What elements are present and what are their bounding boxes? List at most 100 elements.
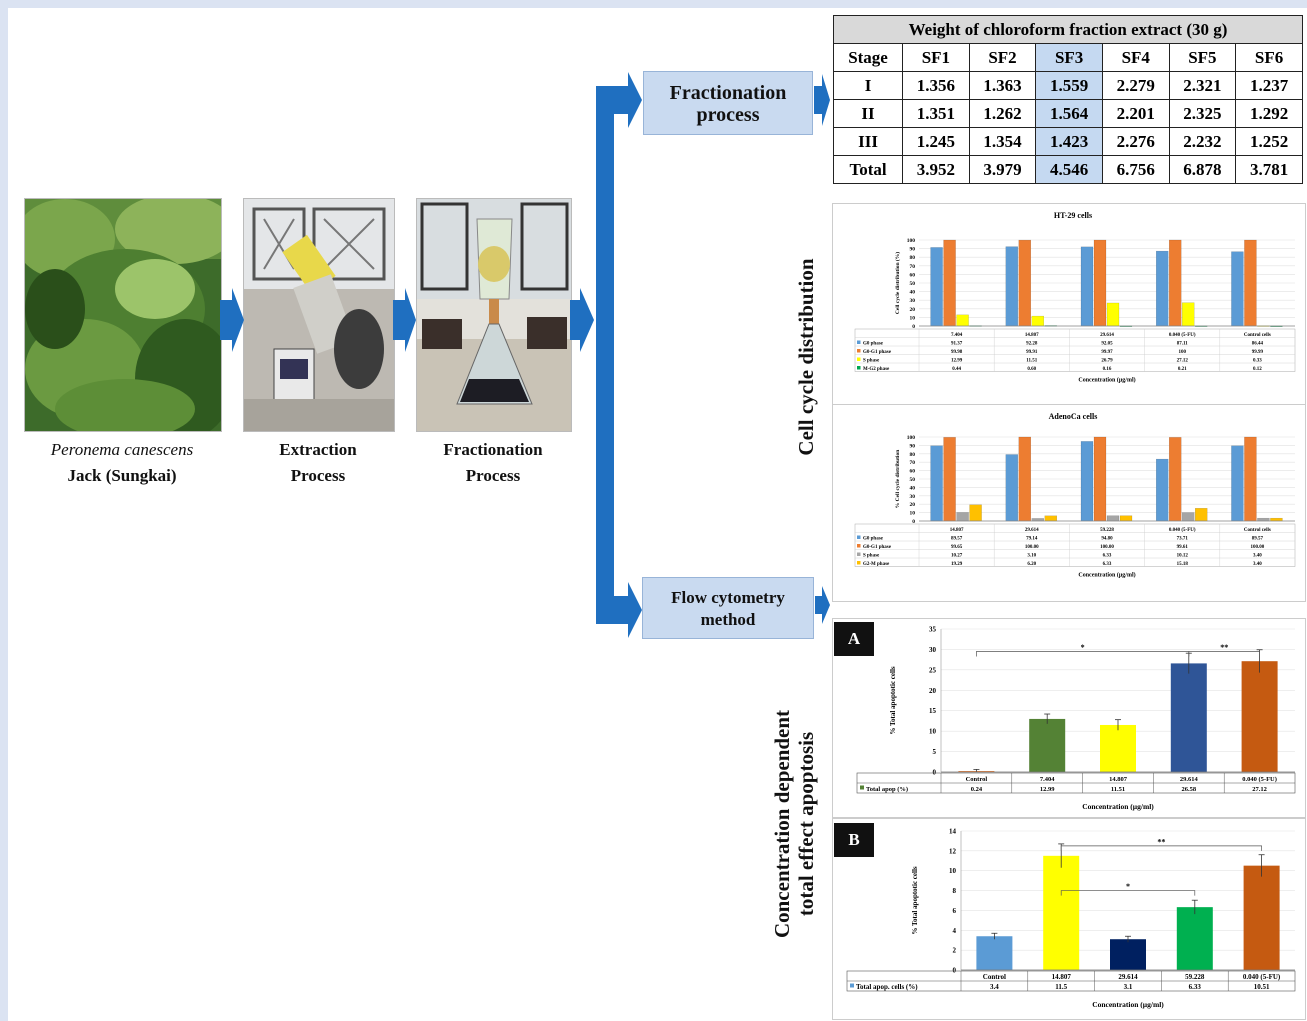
y-tick-label: 80 <box>910 452 916 458</box>
bar <box>1018 436 1032 522</box>
bar <box>1044 515 1058 522</box>
weight-table-cell: 6.878 <box>1168 155 1237 184</box>
x-axis-label: Concentration (µg/ml) <box>1092 1000 1164 1009</box>
data-label: 27.12 <box>1252 786 1267 793</box>
x-axis-label: Concentration (µg/ml) <box>1078 572 1135 579</box>
bar <box>1005 454 1019 522</box>
x-axis-label: Concentration (µg/ml) <box>1082 802 1154 811</box>
bar <box>1100 724 1136 772</box>
data-label: 6.33 <box>1103 554 1112 559</box>
y-axis-label: Cell cycle distribution (%) <box>894 252 901 314</box>
bar <box>1241 661 1278 772</box>
bar <box>1270 517 1283 522</box>
legend-swatch <box>857 340 861 344</box>
y-axis-label: % Total apoptotic cells <box>889 666 897 735</box>
weight-table-header: SF4 <box>1101 43 1170 72</box>
y-tick-label: 50 <box>910 281 916 287</box>
y-tick-label: 50 <box>910 477 916 483</box>
data-label: 19.29 <box>951 562 963 567</box>
data-label: 100 <box>1178 350 1186 355</box>
y-tick-label: 10 <box>949 867 957 875</box>
data-label: 0.24 <box>971 786 983 793</box>
data-label: 3.4 <box>990 983 999 991</box>
significance-bracket <box>1188 651 1260 657</box>
extraction-photo <box>243 198 395 432</box>
weight-table-header: Stage <box>832 43 904 72</box>
bar <box>943 239 956 327</box>
data-label: 11.5 <box>1055 983 1067 991</box>
y-tick-label: 10 <box>910 511 916 517</box>
x-tick-label: 14.807 <box>1025 333 1039 338</box>
legend-swatch <box>857 349 861 353</box>
data-label: 89.57 <box>1252 537 1264 542</box>
data-label: 10.51 <box>1254 983 1270 991</box>
panel-tag-b: B <box>834 823 874 857</box>
x-tick-label: 29.614 <box>1118 973 1138 981</box>
legend-label: G2-M phase <box>863 562 890 567</box>
bar <box>1093 436 1107 522</box>
y-tick-label: 6 <box>953 907 957 915</box>
data-label: 100.00 <box>1251 545 1265 550</box>
x-tick-label: 14.807 <box>1109 776 1128 783</box>
x-tick-label: 0.040 (5-FU) <box>1243 973 1281 981</box>
weight-table-cell: Total <box>832 155 904 184</box>
data-label: 3.10 <box>1027 554 1036 559</box>
weight-table-cell: 2.321 <box>1168 71 1237 100</box>
weight-table-cell: II <box>832 99 904 128</box>
weight-table-cell: 3.979 <box>968 155 1037 184</box>
weight-table-cell: 1.245 <box>902 127 970 156</box>
data-label: 0.21 <box>1178 367 1187 372</box>
weight-table-cell: 1.559 <box>1035 71 1103 100</box>
x-tick-label: Control <box>983 973 1006 981</box>
significance-marker: ** <box>1220 643 1228 652</box>
y-tick-label: 15 <box>929 707 937 715</box>
data-label: 10.27 <box>951 554 963 559</box>
legend-label: G0-G1 phase <box>863 545 892 550</box>
fractionation-label-1: Fractionation <box>443 440 543 459</box>
data-label: 91.37 <box>951 342 963 347</box>
x-tick-label: 59.228 <box>1100 528 1114 533</box>
x-tick-label: 29.614 <box>1100 333 1114 338</box>
y-tick-label: 35 <box>929 626 937 634</box>
adenoca-chart-box: AdenoCa cells 0 10 20 30 40 50 60 70 80 90 100 % Cel… <box>832 404 1306 602</box>
weight-table-header: SF2 <box>968 43 1037 72</box>
x-tick-label: 0.040 (5-FU) <box>1169 528 1196 533</box>
bar <box>1170 663 1207 772</box>
weight-table-cell: III <box>832 127 904 156</box>
y-tick-label: 20 <box>929 687 937 695</box>
data-label: 6.33 <box>1189 983 1202 991</box>
arrow-right-3 <box>570 288 594 352</box>
legend-swatch <box>857 552 861 556</box>
x-tick-label: 0.040 (5-FU) <box>1242 776 1277 783</box>
flow-cytometry-box: Flow cytometry method <box>642 577 814 639</box>
legend-swatch <box>857 535 861 539</box>
data-label: 99.98 <box>951 350 963 355</box>
data-label: 79.14 <box>1026 537 1038 542</box>
y-tick-label: 10 <box>929 728 937 736</box>
apoptosis-label-line2: total effect apoptosis <box>794 731 818 917</box>
x-tick-label: 14.807 <box>1052 973 1072 981</box>
data-label: 92.28 <box>1026 342 1038 347</box>
bar <box>956 314 969 327</box>
legend-swatch <box>857 544 861 548</box>
y-tick-label: 30 <box>910 298 916 304</box>
data-label: 100.00 <box>1025 545 1039 550</box>
arrow-right-2 <box>393 288 416 352</box>
data-label: 3.1 <box>1124 983 1133 991</box>
x-tick-label: Control cells <box>1244 528 1271 533</box>
bar <box>1231 445 1244 522</box>
flow-box-line2: method <box>700 610 756 629</box>
data-label: 73.71 <box>1177 537 1189 542</box>
x-tick-label: 0.040 (5-FU) <box>1169 333 1196 338</box>
ht29-chart-box: HT-29 cells 0 10 20 30 40 50 60 70 80 90 100 Cell cy… <box>832 203 1306 405</box>
data-label: 87.11 <box>1177 342 1188 347</box>
extraction-caption: Extraction Process <box>233 437 403 489</box>
bar <box>1110 939 1146 970</box>
data-label: 86.44 <box>1252 342 1264 347</box>
legend-swatch <box>860 785 864 790</box>
significance-marker: * <box>1126 882 1130 891</box>
